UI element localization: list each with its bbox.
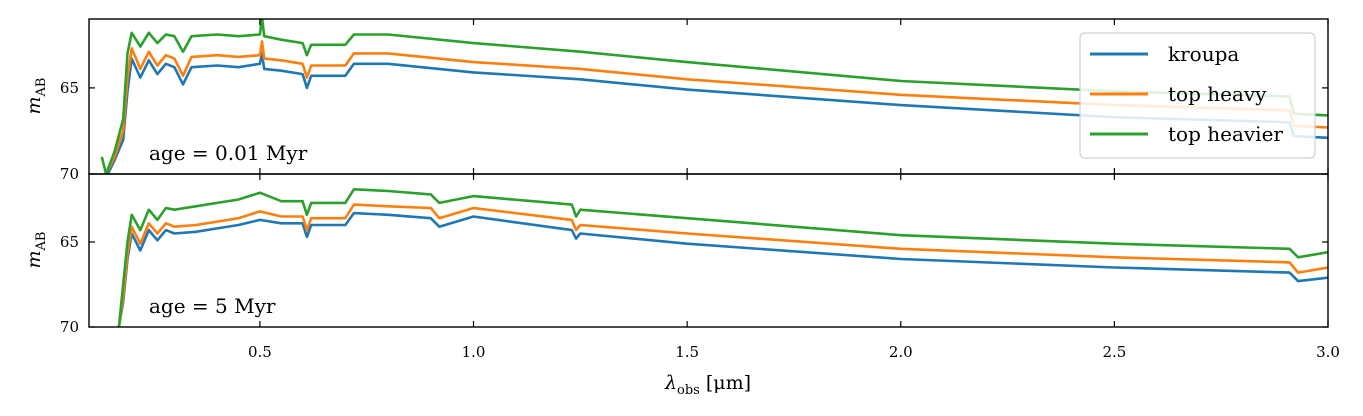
- xlabel-main: λ: [664, 372, 677, 394]
- xtick-label: 0.5: [248, 343, 272, 361]
- xtick-label: 2.0: [889, 343, 913, 361]
- legend-label-kroupa: kroupa: [1168, 42, 1239, 66]
- bottom-series-kroupa: [117, 211, 1328, 327]
- xlabel-unit: [μm]: [706, 372, 751, 394]
- bottom-panel-frame: [88, 173, 1329, 328]
- xtick-label: 1.5: [675, 343, 699, 361]
- bottom-panel-lines: [117, 188, 1328, 327]
- top-panel-lines: [100, 19, 1328, 174]
- bottom-ylabel-main: m: [23, 250, 45, 268]
- xlabel-sub: obs: [677, 383, 700, 398]
- top-series-top-heavy: [104, 40, 1328, 174]
- xtick-label: 3.0: [1316, 343, 1340, 361]
- bottom-ytick-label: 70: [60, 318, 79, 336]
- bottom-panel: 0.5 1.0 1.5 2.0 2.5 3.0 65 70 age = 5 Myr mAB λ…: [23, 173, 1340, 398]
- top-series-top-heavier: [100, 19, 1328, 174]
- bottom-panel-annotation: age = 5 Myr: [149, 294, 276, 318]
- xtick-label: 2.5: [1102, 343, 1126, 361]
- legend-label-top-heavy: top heavy: [1168, 82, 1267, 106]
- bottom-ytick-label: 65: [60, 233, 79, 251]
- bottom-series-top-heavier: [117, 188, 1328, 327]
- x-axis-label: λobs [μm]: [664, 372, 751, 398]
- bottom-panel-ticks: 0.5 1.0 1.5 2.0 2.5 3.0 65 70: [60, 174, 1340, 361]
- bottom-series-top-heavy: [117, 203, 1328, 327]
- legend-label-top-heavier: top heavier: [1168, 122, 1283, 146]
- top-ytick-label: 65: [60, 79, 79, 97]
- top-panel-ylabel: mAB: [23, 78, 49, 115]
- top-ylabel-main: m: [23, 96, 45, 114]
- top-panel-annotation: age = 0.01 Myr: [149, 141, 308, 165]
- legend-box: [1079, 32, 1316, 159]
- legend: kroupa top heavy top heavier: [1079, 32, 1316, 159]
- bottom-ylabel-sub: AB: [34, 232, 49, 252]
- bottom-panel-ylabel: mAB: [23, 232, 49, 269]
- top-ylabel-sub: AB: [34, 78, 49, 98]
- xtick-label: 1.0: [462, 343, 486, 361]
- top-series-kroupa: [106, 52, 1328, 174]
- top-ytick-label: 70: [60, 165, 79, 183]
